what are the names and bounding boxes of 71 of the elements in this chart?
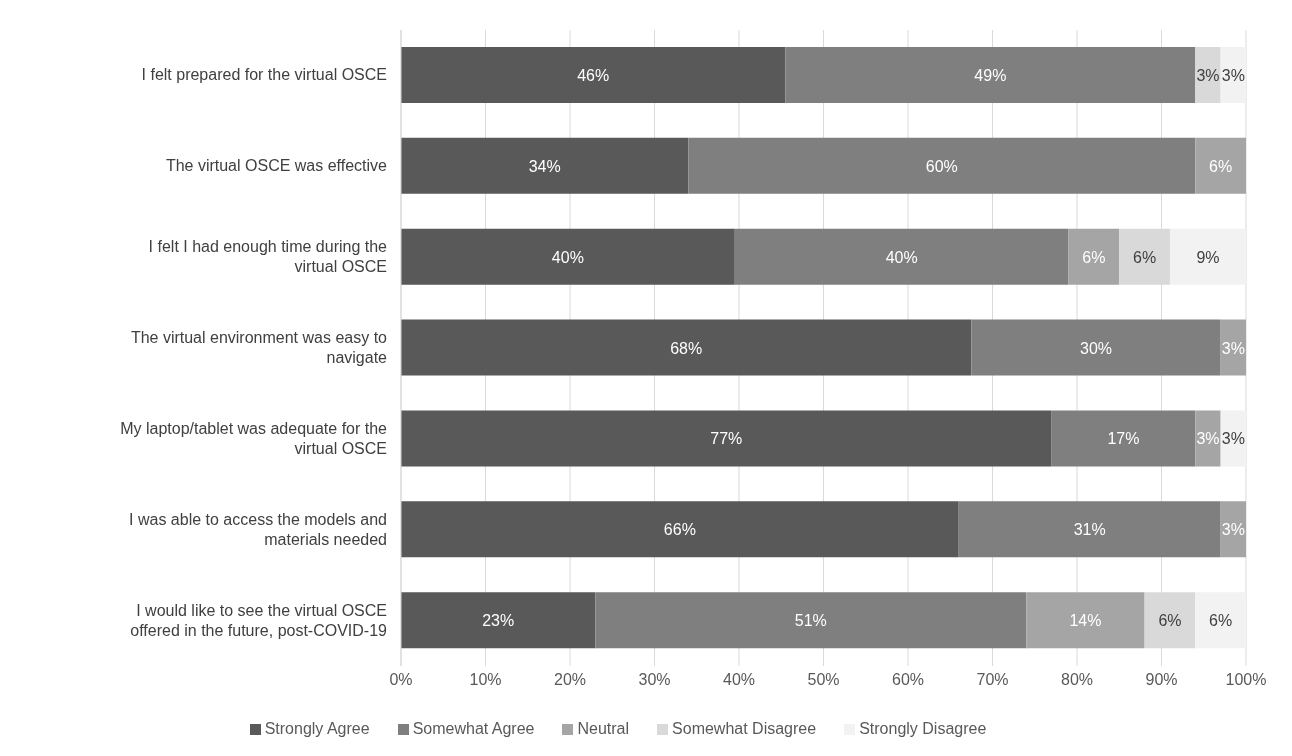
bar — [1195, 410, 1221, 467]
data-label: 6% — [1209, 612, 1233, 630]
x-tick-label: 70% — [976, 671, 1009, 689]
data-label: 3% — [1221, 67, 1245, 84]
data-label: 40% — [885, 248, 918, 266]
bar — [1169, 228, 1246, 285]
bar — [958, 501, 1221, 558]
data-label: 30% — [1080, 339, 1113, 357]
data-label: 23% — [482, 612, 515, 630]
bar — [1051, 410, 1196, 467]
y-tick-label: I felt I had enough time during the virtual OSCE — [148, 238, 388, 276]
x-tick-label: 40% — [722, 671, 756, 689]
data-label: 3% — [1221, 339, 1245, 357]
bar — [401, 592, 596, 649]
legend-label: Strongly Agree — [264, 720, 370, 737]
data-label: 3% — [1196, 430, 1220, 448]
legend-label: Strongly Disagree — [859, 720, 987, 737]
y-tick-label: My laptop/tablet was adequate for the virtual OSCE — [120, 419, 388, 457]
data-label: 6% — [1082, 248, 1106, 266]
bar — [785, 47, 1196, 103]
bar — [401, 137, 689, 194]
data-label: 34% — [528, 157, 561, 175]
bar — [401, 319, 972, 376]
x-tick-label: 30% — [638, 671, 671, 689]
bar — [1195, 47, 1221, 103]
legend-label: Somewhat Disagree — [672, 720, 817, 737]
legend-label: Somewhat Agree — [412, 720, 535, 737]
y-tick-label: The virtual OSCE was effective — [165, 157, 388, 175]
data-label: 3% — [1196, 67, 1220, 84]
data-label: 6% — [1133, 248, 1157, 266]
bar — [1195, 137, 1246, 194]
data-label: 6% — [1209, 157, 1233, 175]
x-tick-label: 60% — [891, 671, 925, 689]
data-label: 46% — [577, 67, 610, 84]
x-tick-label: 0% — [389, 671, 413, 689]
data-label: 31% — [1073, 521, 1106, 539]
bar — [1026, 592, 1145, 649]
bar — [688, 137, 1196, 194]
bar — [401, 228, 735, 285]
data-label: 60% — [925, 157, 958, 175]
data-label: 3% — [1221, 430, 1245, 448]
x-tick-label: 100% — [1225, 671, 1267, 689]
x-tick-label: 20% — [553, 671, 587, 689]
y-tick-label: The virtual environment was easy to navigate — [130, 329, 388, 366]
data-label: 9% — [1196, 248, 1220, 266]
data-label: 14% — [1069, 612, 1102, 630]
bar — [401, 501, 959, 558]
bar — [401, 410, 1052, 467]
x-tick-label: 90% — [1145, 671, 1178, 689]
bar — [971, 319, 1221, 376]
x-tick-label: 80% — [1060, 671, 1094, 689]
bar — [734, 228, 1069, 285]
x-tick-label: 50% — [807, 671, 840, 689]
data-label: 66% — [663, 521, 696, 539]
y-tick-label: I felt prepared for the virtual OSCE — [141, 66, 387, 84]
bar — [1068, 228, 1120, 285]
legend-label: Neutral — [577, 720, 630, 737]
data-label: 3% — [1221, 521, 1245, 539]
y-tick-label: I was able to access the models and materials needed — [129, 510, 387, 548]
data-label: 6% — [1158, 612, 1182, 630]
data-label: 68% — [670, 339, 703, 357]
data-label: 17% — [1107, 430, 1140, 448]
y-tick-label: I would like to see the virtual OSCE offered in the future, post-COVID-19 — [130, 601, 388, 639]
x-tick-label: 10% — [469, 671, 502, 689]
data-label: 77% — [710, 430, 743, 448]
data-label: 51% — [794, 612, 827, 630]
bar — [401, 47, 786, 103]
bar — [1195, 592, 1246, 649]
data-label: 49% — [974, 67, 1007, 84]
bar — [595, 592, 1027, 649]
data-label: 40% — [551, 248, 584, 266]
